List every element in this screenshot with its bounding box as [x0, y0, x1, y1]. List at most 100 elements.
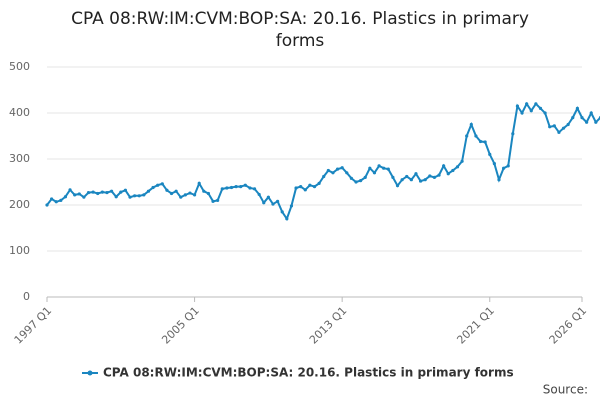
point [460, 159, 464, 163]
point [77, 192, 81, 196]
point [465, 134, 469, 138]
point [137, 194, 141, 198]
point [488, 152, 492, 156]
point [455, 165, 460, 169]
point [308, 183, 312, 187]
point [73, 193, 77, 197]
point [437, 173, 441, 177]
point [91, 190, 95, 194]
point [405, 174, 409, 179]
point [478, 139, 483, 144]
point [299, 185, 303, 189]
point [114, 195, 118, 199]
point [520, 111, 524, 115]
legend-marker [87, 370, 93, 376]
point [174, 189, 178, 193]
point [391, 175, 395, 179]
point [165, 188, 169, 192]
point [133, 194, 137, 198]
point [566, 122, 570, 127]
point [276, 199, 280, 203]
x-tick-label: 2026 Q1 [547, 304, 590, 347]
point [303, 188, 307, 192]
point [82, 195, 86, 199]
point [312, 185, 317, 189]
point [289, 204, 294, 208]
point [160, 182, 164, 186]
legend-label: CPA 08:RW:IM:CVM:BOP:SA: 20.16. Plastics… [103, 366, 514, 380]
point [594, 120, 598, 124]
point [552, 124, 556, 128]
point [446, 172, 450, 176]
point [317, 181, 321, 185]
point [580, 116, 584, 120]
point [151, 185, 155, 190]
point [211, 199, 215, 203]
point [202, 189, 206, 193]
point [414, 172, 418, 176]
point [432, 175, 437, 179]
y-tick-label: 300 [9, 152, 30, 165]
point [262, 201, 266, 205]
point [529, 109, 533, 113]
point [86, 190, 91, 195]
y-tick-label: 400 [9, 106, 30, 119]
point [340, 166, 344, 170]
y-tick-label: 100 [9, 244, 30, 257]
point [359, 179, 363, 183]
point [197, 181, 201, 185]
point [571, 116, 575, 120]
point [280, 210, 284, 214]
x-tick-label: 2005 Q1 [159, 304, 202, 347]
chart-title: CPA 08:RW:IM:CVM:BOP:SA: 20.16. Plastics… [71, 9, 529, 51]
point [372, 171, 377, 175]
point [220, 187, 224, 191]
y-tick-label: 500 [9, 60, 30, 73]
y-tick-label: 200 [9, 198, 30, 211]
point [252, 187, 257, 191]
y-tick-label: 0 [23, 290, 30, 303]
point [345, 171, 349, 175]
point [483, 140, 487, 144]
point [257, 192, 261, 197]
point [349, 176, 353, 180]
point [474, 134, 478, 138]
point [229, 185, 234, 190]
point [271, 202, 275, 206]
point [386, 167, 390, 171]
point [183, 193, 187, 197]
point [395, 184, 400, 188]
point [119, 190, 123, 194]
point [225, 186, 229, 190]
series-line [46, 101, 600, 222]
point [188, 191, 192, 195]
point [123, 188, 128, 192]
point [50, 197, 54, 201]
x-tick-label: 1997 Q1 [12, 304, 55, 347]
point [59, 198, 63, 202]
point [63, 195, 68, 199]
point [525, 102, 529, 106]
point [497, 178, 501, 182]
point [492, 162, 496, 166]
point [543, 111, 547, 115]
point [326, 168, 330, 173]
source: Source: [543, 383, 588, 397]
point [96, 191, 100, 196]
point [354, 180, 358, 184]
point [534, 102, 538, 106]
point [266, 195, 270, 199]
point [243, 183, 247, 187]
point [506, 164, 510, 168]
point [169, 191, 174, 196]
point [322, 174, 326, 179]
point [285, 217, 289, 221]
x-tick-label: 2013 Q1 [307, 304, 350, 347]
point [561, 126, 566, 130]
point [382, 166, 386, 170]
point [377, 164, 381, 168]
point [146, 189, 151, 193]
point [469, 122, 473, 127]
point [418, 179, 423, 183]
